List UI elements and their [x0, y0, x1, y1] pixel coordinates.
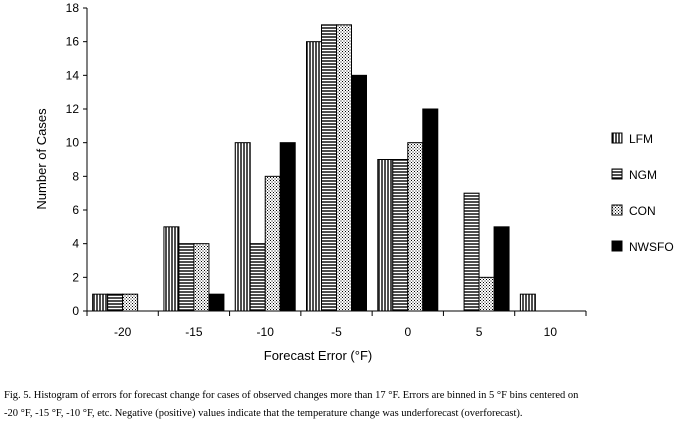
y-tick-label: 16: [66, 35, 80, 49]
legend-label-nwsfo: NWSFO: [629, 240, 674, 254]
x-tick-label: -5: [331, 325, 342, 339]
bar-nwsfo-1: [208, 293, 225, 312]
y-tick-label: 2: [72, 270, 79, 284]
x-tick-label: 10: [544, 325, 558, 339]
y-axis-tick-labels: 0 2 4 6 8 10 12 14 16 18: [66, 1, 80, 318]
x-tick-label: 5: [476, 325, 483, 339]
bar-nwsfo-5: [493, 226, 510, 312]
legend-swatch-lfm: [611, 132, 623, 144]
y-tick-label: 14: [66, 68, 80, 82]
bar-ngm-0: [107, 293, 124, 312]
y-tick-label: 8: [72, 169, 79, 183]
bar-ngm-3: [321, 24, 337, 312]
legend-swatch-nwsfo: [611, 240, 623, 252]
y-tick-label: 10: [66, 136, 80, 150]
y-axis-title: Number of Cases: [34, 108, 49, 210]
bar-ngm-4: [392, 159, 409, 312]
bar-lfm-4: [377, 159, 394, 312]
bar-con-5: [478, 276, 495, 312]
y-tick-label: 0: [72, 304, 79, 318]
y-tick-label: 12: [66, 102, 80, 116]
bar-lfm-6: [519, 293, 536, 312]
bar-ngm-2: [249, 243, 266, 312]
caption-line-1: Fig. 5. Histogram of errors for forecast…: [4, 390, 579, 401]
legend-label-lfm: LFM: [629, 132, 653, 146]
bar-nwsfo-3: [351, 74, 367, 312]
bar-lfm-1: [163, 226, 180, 312]
caption-line-2: -20 °F, -15 °F, -10 °F, etc. Negative (p…: [4, 408, 523, 419]
x-tick-label: -15: [185, 325, 203, 339]
bar-ngm-1: [178, 243, 195, 312]
bar-con-4: [407, 142, 424, 312]
x-tick-label: -20: [114, 325, 132, 339]
legend-swatch-con: [611, 204, 623, 216]
legend-swatch-ngm: [611, 168, 623, 180]
bar-lfm-0: [92, 293, 109, 312]
bar-lfm-3: [306, 41, 322, 312]
bar-ngm-5: [463, 192, 480, 312]
histogram-chart: 0 2 4 6 8 10 12 14 16 18 -20 -15 -10 -5 0 5 10 Number o…: [34, 1, 674, 363]
legend-label-con: CON: [629, 204, 656, 218]
x-tick-label: 0: [404, 325, 411, 339]
bars: [92, 24, 536, 312]
bar-nwsfo-4: [422, 108, 439, 312]
bar-lfm-2: [234, 142, 251, 312]
figure-caption: Fig. 5. Histogram of errors for forecast…: [4, 387, 684, 423]
bar-con-2: [264, 175, 281, 312]
legend-label-ngm: NGM: [629, 168, 657, 182]
bar-con-0: [122, 293, 139, 312]
y-tick-label: 18: [66, 1, 80, 15]
axes: [83, 7, 587, 316]
x-axis-tick-labels: -20 -15 -10 -5 0 5 10: [114, 325, 557, 339]
x-axis-title: Forecast Error (°F): [264, 348, 372, 363]
y-tick-label: 6: [72, 203, 79, 217]
legend: LFM NGM CON NWSFO: [611, 132, 674, 254]
bar-con-3: [336, 24, 352, 312]
y-tick-label: 4: [72, 237, 79, 251]
bar-con-1: [193, 243, 210, 312]
x-tick-label: -10: [257, 325, 275, 339]
bar-nwsfo-2: [279, 142, 296, 312]
